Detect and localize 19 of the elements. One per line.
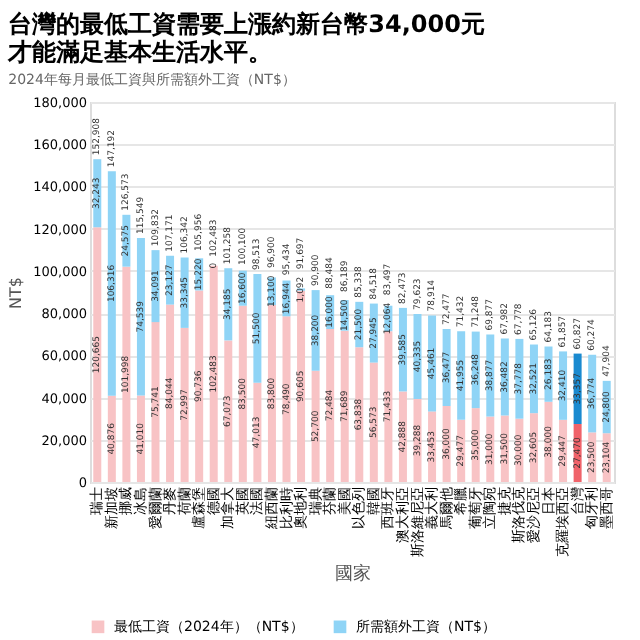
bar <box>209 265 218 482</box>
bar <box>267 305 276 482</box>
bar <box>282 316 291 482</box>
x-axis-title: 國家 <box>335 563 371 585</box>
bar <box>224 340 233 482</box>
bar <box>122 266 131 482</box>
bar <box>326 328 335 482</box>
chart-title: 台灣的最低工資需要上漲約新台幣34,000元才能滿足基本生活水平。 <box>6 10 485 66</box>
bar <box>136 238 145 396</box>
bar <box>107 171 116 396</box>
bar <box>93 227 102 482</box>
bar <box>180 327 189 482</box>
y-axis-title: NT$ <box>7 277 26 309</box>
bar <box>238 305 247 482</box>
bar <box>195 290 204 482</box>
bar <box>166 304 175 482</box>
bar <box>384 331 393 482</box>
bar <box>413 313 422 400</box>
bar <box>151 322 160 482</box>
